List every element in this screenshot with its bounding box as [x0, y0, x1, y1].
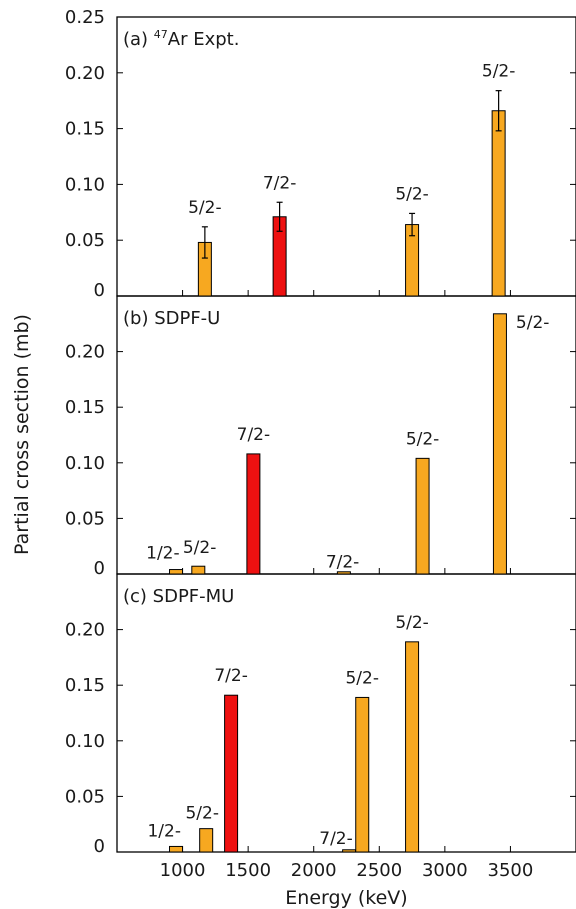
panel-3: (c) SDPF-MU 0 0.05 0.10 0.15 0.20 7/2- 5/2- 5/2-… [65, 586, 576, 857]
bar [492, 313, 507, 575]
panel-label: (a) 47Ar Expt. [123, 28, 239, 50]
y-tick-label: 0.25 [65, 7, 105, 28]
y-tick-label: 0.10 [65, 731, 105, 752]
bar [246, 453, 261, 575]
y-tick-label: 0.20 [65, 63, 105, 84]
bar [342, 849, 357, 853]
bar-label: 1/2- [147, 821, 181, 841]
panel-label: (c) SDPF-MU [123, 586, 234, 607]
bar-label: 5/2- [482, 62, 516, 82]
y-tick-label: 0.15 [65, 119, 105, 140]
panel-2: (b) SDPF-U00.050.100.150.207/2- 5/2-5/2-1… [65, 308, 576, 579]
bar-label: 7/2- [263, 173, 297, 193]
y-tick-label: 0.10 [65, 453, 105, 474]
panel-label: (b) SDPF-U [123, 308, 220, 329]
bar [355, 696, 370, 853]
bar [224, 694, 239, 853]
x-tick-label: 2500 [356, 860, 402, 881]
bar-label: 5/2- [188, 198, 222, 218]
bar-label: 5/2- [395, 184, 429, 204]
y-tick-label: 0.15 [65, 675, 105, 696]
bar [169, 569, 184, 575]
y-tick-label: 0 [94, 836, 105, 857]
plot-frame [116, 295, 576, 575]
y-tick-label: 0.10 [65, 174, 105, 195]
y-tick-label: 0.05 [65, 786, 105, 807]
x-axis-title: Energy (keV) [285, 887, 407, 909]
y-tick-label: 0.05 [65, 508, 105, 529]
panel-1: (a) 47Ar Expt. 0 0.05 0.10 0.15 0.20 0.25 5/2- 7… [65, 7, 576, 301]
bar [491, 110, 506, 297]
bar [336, 571, 351, 575]
y-tick-label: 0 [94, 558, 105, 579]
bar-label: 5/2- [183, 538, 217, 558]
bar-label: 5/2- [395, 613, 429, 633]
y-tick-label: 0.20 [65, 620, 105, 641]
bar-label: 5/2- [406, 429, 440, 449]
x-tick-label: 3500 [488, 860, 534, 881]
y-tick-label: 0.05 [65, 230, 105, 251]
x-tick-label: 3000 [422, 860, 468, 881]
x-tick-label: 1000 [160, 860, 206, 881]
bar [405, 641, 420, 853]
y-tick-label: 0 [94, 280, 105, 301]
bar [191, 565, 206, 575]
y-tick-label: 0.20 [65, 342, 105, 363]
x-tick-label: 1500 [225, 860, 271, 881]
bar [199, 828, 214, 853]
bar [169, 845, 184, 853]
y-tick-label: 0.15 [65, 397, 105, 418]
bar-label: 7/2- [319, 829, 353, 849]
bar-label: 7/2- [237, 425, 271, 445]
bar [415, 457, 430, 575]
bar-label: 1/2- [146, 543, 180, 563]
bar-label: 7/2- [326, 552, 360, 572]
plot-frame [116, 16, 576, 297]
y-axis-title: Partial cross section (mb) [11, 314, 33, 555]
bar-label: 7/2- [214, 666, 248, 686]
bar-label: 5/2- [516, 313, 550, 333]
bar-label: 5/2- [185, 804, 219, 824]
bar-label: 5/2- [345, 668, 379, 688]
x-tick-label: 2000 [291, 860, 337, 881]
